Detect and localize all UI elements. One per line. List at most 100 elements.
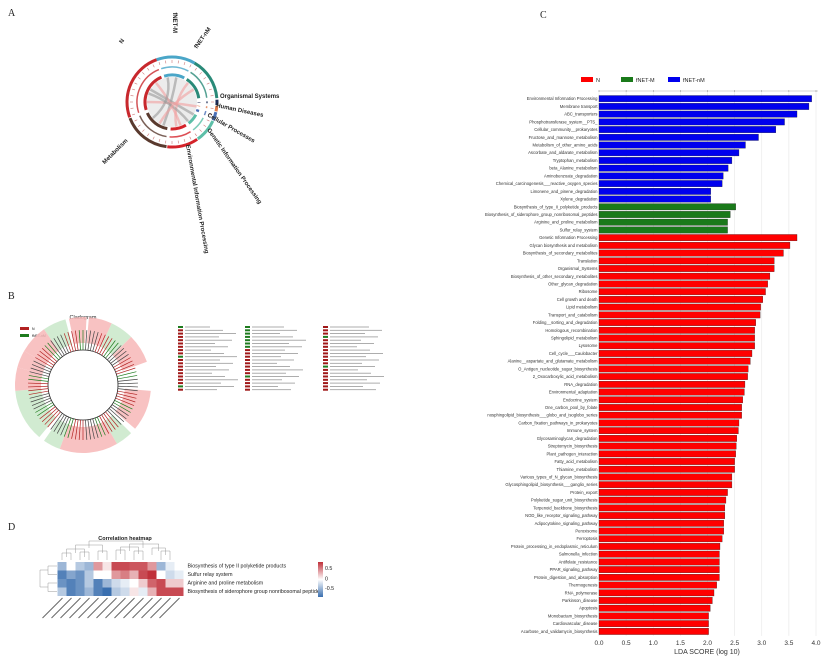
- tree-branch: [108, 347, 125, 362]
- row-dendrogram: [39, 565, 57, 592]
- bar-label: Ascorbate_and_aldarate_metabolism: [528, 150, 598, 155]
- heatmap-cell: [111, 587, 121, 596]
- tree-branch: [30, 395, 50, 403]
- tree-branch: [35, 357, 53, 368]
- link-ribbon: [146, 100, 197, 108]
- bar: [598, 558, 720, 566]
- inner-arc: [143, 75, 163, 111]
- heatmap-column-label: [60, 597, 81, 619]
- heatmap-cell: [156, 570, 166, 579]
- heatmap-cell: [165, 587, 175, 596]
- middle-arc: [160, 66, 189, 72]
- middle-arc: [136, 68, 160, 114]
- bar: [598, 396, 743, 404]
- legend-text-line: [252, 382, 295, 384]
- panel-label-a: A: [8, 8, 16, 19]
- bar-label: Streptomycin_biosynthesis: [548, 444, 598, 449]
- legend-text-line: [185, 349, 211, 351]
- legend-swatch: [621, 77, 633, 82]
- heatmap-cell: [75, 587, 85, 596]
- legend-swatch: [178, 365, 183, 368]
- bar-label: Membrane transport: [560, 104, 599, 109]
- tree-branch: [28, 385, 49, 388]
- legend-swatch: [323, 385, 328, 388]
- bar: [598, 365, 749, 373]
- tree-branch: [99, 336, 110, 355]
- legend-text-line: [185, 356, 237, 358]
- link-ribbon: [148, 92, 190, 122]
- bar: [598, 419, 740, 427]
- legend-text-line: [330, 353, 383, 354]
- legend-swatch: [245, 349, 250, 352]
- middle-arc: [190, 71, 208, 98]
- legend-text-line: [252, 336, 293, 338]
- tree-branch: [67, 418, 74, 438]
- bar: [598, 388, 745, 396]
- middle-arc: [192, 117, 204, 131]
- bar-label: Alanine__aspartate_and_glutamate_metabol…: [508, 359, 598, 364]
- inner-arc: [195, 109, 200, 113]
- heatmap-cell: [102, 579, 112, 588]
- x-tick-label: 2.5: [730, 640, 739, 647]
- tree-branch: [116, 395, 136, 403]
- heatmap-cell: [102, 587, 112, 596]
- bar-label: Immune_system: [567, 428, 598, 433]
- heatmap-cell: [102, 562, 112, 571]
- tree-branch: [47, 411, 61, 428]
- legend-text-line: [185, 353, 224, 354]
- bar: [598, 512, 726, 519]
- inner-arc: [187, 113, 198, 125]
- correlation-heatmap: Correlation heatmap Biosynthesis of type…: [39, 536, 334, 619]
- legend-text-line: [252, 346, 302, 348]
- legend-swatch: [178, 342, 183, 345]
- legend-swatch: [178, 382, 183, 385]
- bar-label: Plant_pathogen_interaction: [547, 451, 599, 456]
- heatmap-cell: [75, 570, 85, 579]
- bar: [598, 319, 756, 326]
- colorbar: [318, 562, 323, 597]
- tree-branch: [115, 397, 135, 406]
- tree-branch: [53, 414, 65, 432]
- bar-label: Lipid metabolism: [566, 305, 598, 310]
- tree-branch: [107, 345, 122, 361]
- legend-swatch: [245, 388, 250, 391]
- legend-text-line: [330, 369, 358, 371]
- legend-text-line: [330, 356, 366, 358]
- legend-text-line: [185, 379, 238, 381]
- tree-branch: [28, 382, 49, 385]
- legend-swatch: [178, 359, 183, 361]
- bar: [598, 103, 810, 110]
- x-tick-label: 4.0: [811, 640, 820, 647]
- bar-label: Adipocytokine_signaling_pathway: [535, 521, 599, 526]
- heatmap-cell: [84, 587, 94, 596]
- bar-label: NOD_like_receptor_signaling_pathway: [525, 513, 598, 518]
- legend-swatch: [323, 342, 328, 345]
- tree-branch: [114, 360, 133, 370]
- bar-label: Peroxisome: [575, 529, 598, 534]
- outer-arc: [193, 61, 219, 99]
- clade-highlight: [17, 351, 47, 375]
- outer-arc: [128, 117, 167, 149]
- tree-branch: [60, 334, 70, 354]
- inner-arc: [170, 123, 187, 131]
- bar: [598, 527, 724, 535]
- bar-label: Homologous_recombination: [545, 328, 598, 333]
- tree-branch: [94, 417, 103, 437]
- link-ribbon: [162, 77, 178, 126]
- bar: [598, 249, 784, 257]
- legend-text-line: [330, 343, 374, 344]
- panel-label-b: B: [8, 291, 15, 302]
- legend-text-line: [252, 326, 284, 328]
- legend-swatch: [245, 375, 250, 378]
- x-tick-label: 3.0: [757, 640, 766, 647]
- legend-swatch: [178, 339, 183, 342]
- tree-branch: [35, 402, 53, 413]
- inner-arc: [185, 78, 201, 99]
- bar: [598, 195, 711, 203]
- bar-label: Endocrine_system: [563, 397, 598, 402]
- legend-swatch: [323, 382, 328, 385]
- legend-text-line: [185, 333, 236, 334]
- tree-branch: [103, 340, 116, 357]
- tree-branch: [92, 332, 99, 352]
- legend-text-line: [330, 382, 380, 384]
